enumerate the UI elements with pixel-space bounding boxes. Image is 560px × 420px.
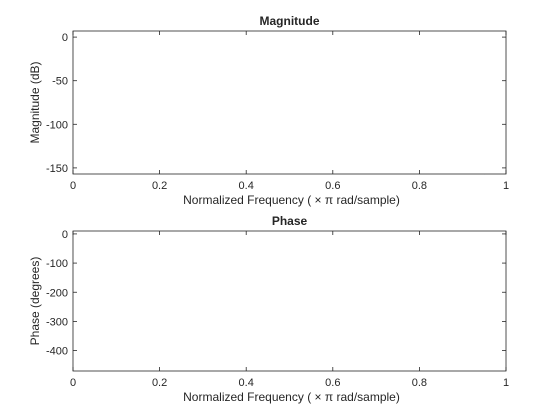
magnitude-xtick-label-4: 0.8 (412, 180, 427, 192)
phase-ytick-label-0: 0 (62, 229, 68, 241)
phase-xtick-label-0: 0 (70, 377, 76, 389)
phase-ytick-label-3: -300 (46, 316, 68, 328)
magnitude-ytick-label-1: -50 (52, 76, 68, 88)
phase-xlabel: Normalized Frequency ( × π rad/sample) (183, 390, 400, 404)
phase-xtick-label-1: 0.2 (152, 377, 167, 389)
magnitude-xtick-label-1: 0.2 (152, 180, 167, 192)
phase-xtick-label-2: 0.4 (239, 377, 254, 389)
magnitude-axes: 0 0.2 0.4 0.6 0.8 1 0 -50 -100 -150 Magnitude Norma… (28, 14, 509, 207)
magnitude-ytick-label-2: -100 (46, 119, 68, 131)
phase-xtick-label-5: 1 (503, 377, 509, 389)
magnitude-xtick-label-5: 1 (503, 180, 509, 192)
magnitude-xtick-label-2: 0.4 (239, 180, 254, 192)
phase-axes-frame (72, 230, 507, 372)
phase-ylabel: Phase (degrees) (28, 257, 42, 346)
phase-ytick-label-2: -200 (46, 287, 68, 299)
magnitude-ylabel: Magnitude (dB) (28, 61, 42, 143)
magnitude-ytick-label-0: 0 (62, 32, 68, 44)
phase-title: Phase (272, 214, 308, 228)
phase-xtick-label-4: 0.8 (412, 377, 427, 389)
phase-ytick-label-4: -400 (46, 346, 68, 358)
magnitude-xlabel: Normalized Frequency ( × π rad/sample) (183, 193, 400, 207)
magnitude-xtick-label-3: 0.6 (325, 180, 340, 192)
magnitude-xtick-label-0: 0 (70, 180, 76, 192)
magnitude-axes-frame (72, 30, 507, 175)
magnitude-title: Magnitude (260, 14, 320, 28)
phase-xtick-label-3: 0.6 (325, 377, 340, 389)
magnitude-ytick-label-3: -150 (46, 163, 68, 175)
phase-axes: 0 0.2 0.4 0.6 0.8 1 0 -100 -200 -300 -400 Phase Norm… (28, 214, 509, 404)
phase-ytick-label-1: -100 (46, 258, 68, 270)
